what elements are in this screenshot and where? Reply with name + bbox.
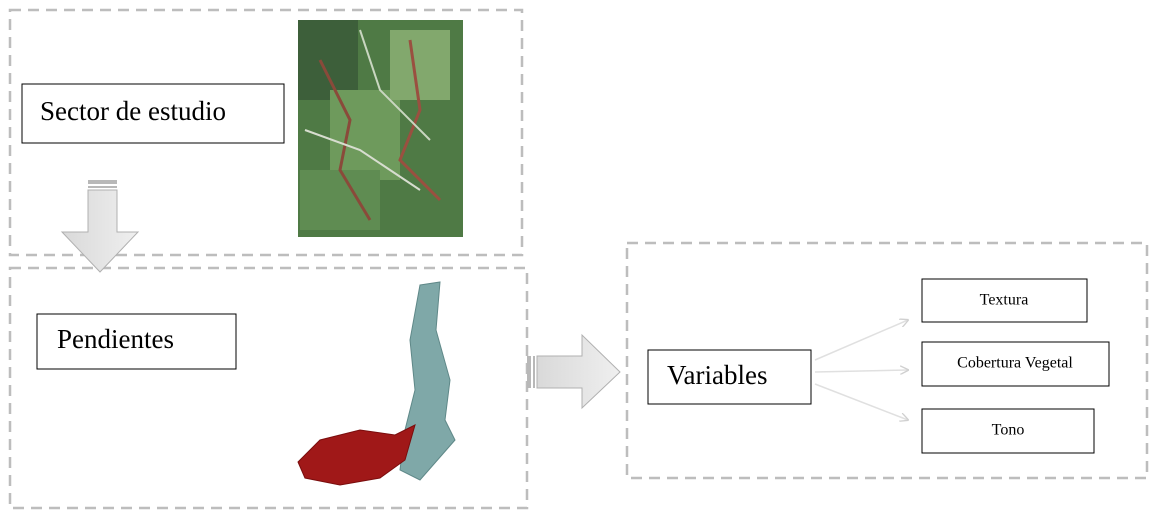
flow-arrow <box>527 335 620 408</box>
flow-arrow <box>62 180 138 272</box>
connector <box>815 384 908 420</box>
node-label: Pendientes <box>57 324 174 354</box>
connector <box>815 320 908 360</box>
node-label: Variables <box>667 360 767 390</box>
satellite-image <box>298 20 463 237</box>
connector <box>815 370 908 372</box>
slope-map <box>298 282 455 485</box>
node-label: Sector de estudio <box>40 96 226 126</box>
diagram: Sector de estudio Pendientes Variables T… <box>0 0 1149 510</box>
node-label: Cobertura Vegetal <box>957 355 1073 372</box>
node-label: Tono <box>992 422 1025 439</box>
node-label: Textura <box>980 292 1029 309</box>
